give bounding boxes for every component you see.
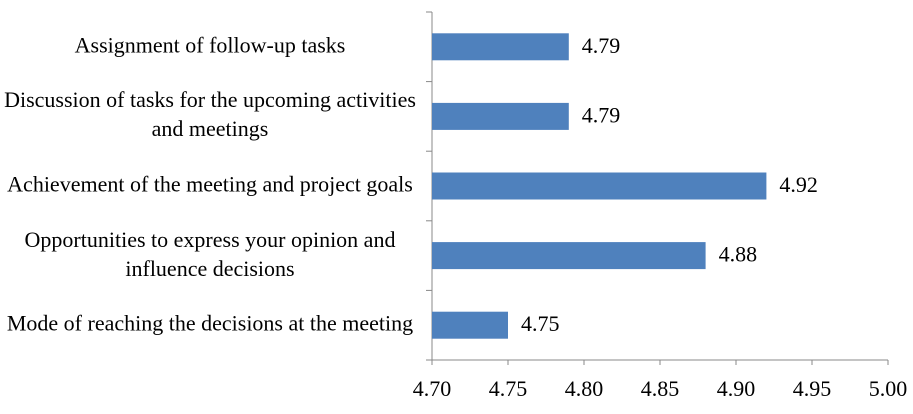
category-label: Mode of reaching the decisions at the me… (6, 310, 414, 336)
bar (432, 102, 569, 130)
data-label: 4.88 (719, 242, 758, 267)
x-tick-label: 4.70 (413, 376, 452, 401)
data-label: 4.79 (582, 102, 621, 127)
data-label: 4.75 (521, 311, 560, 336)
bar (432, 33, 569, 61)
bar (432, 311, 508, 339)
bar (432, 242, 706, 270)
category-label: Discussion of tasks for the upcoming act… (4, 87, 416, 142)
x-tick-label: 4.80 (565, 376, 604, 401)
data-label: 4.92 (779, 172, 818, 197)
x-tick-label: 4.85 (641, 376, 680, 401)
bar (432, 172, 767, 200)
x-tick-label: 4.90 (717, 376, 756, 401)
category-label: Assignment of follow-up tasks (74, 32, 346, 58)
x-tick-label: 4.95 (793, 376, 832, 401)
category-label: Achievement of the meeting and project g… (7, 171, 413, 197)
x-tick-label: 4.75 (489, 376, 528, 401)
category-label: Opportunities to express your opinion an… (24, 226, 396, 281)
x-tick-label: 5.00 (869, 376, 908, 401)
data-label: 4.79 (582, 33, 621, 58)
